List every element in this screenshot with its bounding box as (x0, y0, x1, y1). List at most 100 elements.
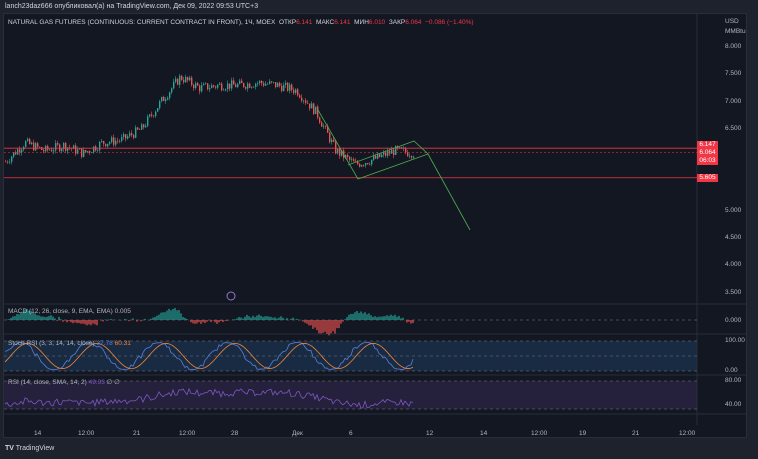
candle-body (227, 83, 229, 90)
candle-body (175, 78, 177, 82)
price-tick: 4.000 (725, 261, 742, 269)
candle-body (49, 149, 51, 151)
candle-body (75, 145, 77, 154)
candle-body (57, 143, 59, 145)
candle-body (225, 89, 227, 91)
candle-body (315, 106, 317, 115)
candle-body (267, 83, 269, 85)
candle-body (29, 138, 31, 145)
candle-body (345, 155, 347, 158)
candle-body (375, 155, 377, 159)
currency-label: USD (725, 18, 739, 25)
candle-body (91, 152, 93, 153)
candle-body (249, 83, 251, 88)
level-high-tag: 6.147 (697, 141, 718, 149)
candle-body (209, 88, 211, 90)
symbol-name: NATURAL GAS FUTURES (CONTINUOUS: CURRENT… (8, 19, 276, 26)
candle-body (251, 86, 253, 88)
candle-body (21, 149, 23, 153)
time-tick: Дек (292, 430, 303, 437)
candle-body (217, 84, 219, 88)
candle-body (185, 77, 187, 83)
rsi-axis-top: 80.00 (725, 377, 742, 384)
candle-body (13, 152, 15, 157)
candle-body (393, 149, 395, 155)
candle-body (11, 156, 13, 162)
candle-body (197, 83, 199, 86)
candle-body (55, 143, 57, 151)
candle-body (181, 75, 183, 80)
candle-body (355, 161, 357, 162)
candle-body (193, 84, 195, 89)
stoch-d-line (4, 342, 414, 369)
candle-body (61, 148, 63, 152)
candle-body (37, 143, 39, 147)
candle-body (167, 97, 169, 100)
macd-axis-label: 0.000 (725, 317, 742, 324)
candle-body (203, 83, 205, 86)
tradingview-logo: TV TradingView (5, 445, 55, 452)
candle-body (381, 154, 383, 158)
candle-body (311, 103, 313, 109)
candle-body (129, 133, 131, 137)
candle-body (89, 151, 91, 153)
candle-body (169, 92, 171, 98)
rsi-line (4, 387, 414, 409)
stoch-k-line (4, 342, 414, 370)
candle-body (131, 133, 133, 136)
candle-body (405, 148, 407, 153)
candle-body (235, 84, 237, 88)
candle-body (247, 83, 249, 89)
candle-body (79, 148, 81, 150)
candle-body (155, 111, 157, 117)
candle-body (367, 163, 369, 165)
candle-body (385, 152, 387, 156)
candle-body (363, 165, 365, 166)
price-tick: 5.000 (725, 206, 742, 214)
candle-body (349, 156, 351, 160)
candle-body (351, 159, 353, 160)
candle-body (277, 83, 279, 88)
candle-body (123, 134, 125, 138)
candle-body (287, 82, 289, 91)
candle-body (387, 151, 389, 156)
price-tick: 3.500 (725, 288, 742, 296)
candle-body (333, 139, 335, 142)
candle-body (377, 153, 379, 159)
candle-body (163, 96, 165, 102)
candle-body (229, 83, 231, 89)
last-price-tag: 6.064 (697, 149, 718, 157)
candle-body (113, 137, 115, 145)
publish-info: lanch23daz666 опубликовал(а) на TradingV… (5, 3, 259, 10)
stoch-axis-top: 100.00 (725, 337, 745, 344)
candle-body (325, 125, 327, 127)
candle-body (231, 80, 233, 89)
candle-body (149, 114, 151, 117)
macd-legend: MACD (12, 26, close, 9, EMA, EMA) 0.005 (8, 308, 131, 315)
candle-body (299, 95, 301, 98)
candle-body (407, 152, 409, 157)
high-label: МАКС (316, 19, 335, 26)
candle-body (273, 82, 275, 83)
candle-body (327, 126, 329, 133)
candle-body (137, 127, 139, 130)
candle-body (335, 141, 337, 154)
candle-body (279, 83, 281, 86)
candle-body (165, 99, 167, 102)
open-label: ОТКР (278, 19, 297, 26)
price-tick: 7.500 (725, 70, 742, 78)
candle-body (5, 161, 7, 163)
candle-body (97, 150, 99, 151)
candle-body (117, 140, 119, 142)
candle-body (271, 81, 273, 83)
candle-body (207, 83, 209, 90)
candle-body (237, 83, 239, 88)
candle-body (205, 83, 207, 84)
candle-body (339, 149, 341, 156)
candle-body (295, 89, 297, 93)
candle-body (73, 145, 75, 149)
candle-body (257, 82, 259, 84)
candle-body (357, 161, 359, 165)
candle-body (337, 149, 339, 154)
